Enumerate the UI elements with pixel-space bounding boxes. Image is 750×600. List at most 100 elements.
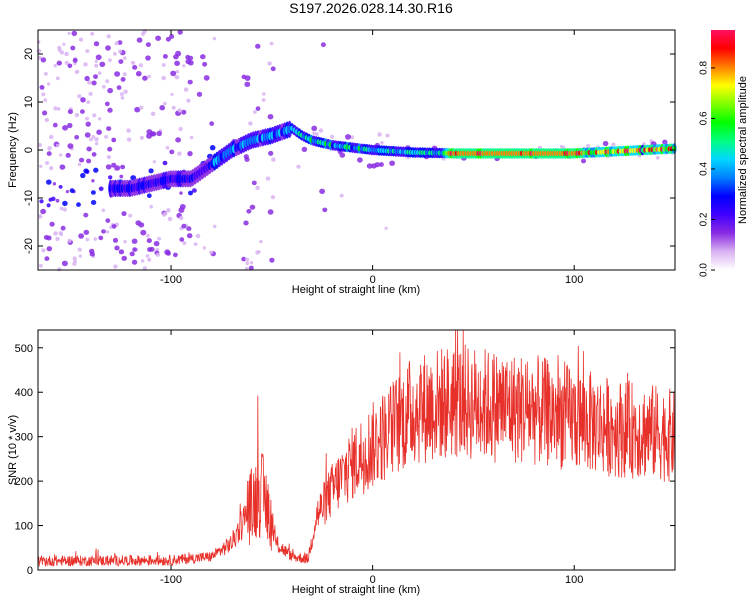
spectrogram-cell [86, 100, 91, 104]
spectrogram-y-tick-label: 10 [23, 96, 35, 108]
spectrogram-cell [155, 252, 160, 257]
spectrogram-cell [301, 146, 308, 152]
spectrogram-cell [62, 125, 69, 131]
spectrogram-cell [90, 190, 96, 195]
spectrogram-cell [161, 63, 166, 67]
spectrogram-cell [119, 92, 124, 96]
spectrogram-cell [177, 29, 183, 35]
spectrogram-cell [83, 62, 88, 67]
spectrogram-cell [83, 168, 89, 174]
spectrogram-cell [380, 141, 384, 145]
snr-series-line [37, 329, 676, 568]
spectrogram-cell [53, 106, 58, 111]
spectrogram-cell [40, 57, 47, 63]
spectrogram-cell [267, 209, 274, 215]
spectrogram-cell [49, 221, 55, 227]
spectrogram-cell [322, 207, 328, 213]
spectrogram-cell [156, 130, 162, 137]
spectrogram-cell [49, 134, 54, 140]
spectrogram-cell [145, 254, 150, 258]
spectrogram-cell [93, 74, 98, 79]
spectrogram-cell [179, 215, 184, 221]
spectrogram-cell [37, 143, 42, 147]
spectrogram-cell [76, 202, 81, 207]
spectrogram-cell [46, 179, 52, 185]
snr-x-tick-label: 100 [565, 574, 583, 586]
spectrogram-cell [58, 185, 63, 189]
spectrogram-cell [113, 264, 118, 269]
spectrogram-cell [59, 164, 66, 170]
spectrogram-cell [105, 79, 110, 84]
snr-x-ticks: -100 0 100 [160, 330, 583, 586]
spectrogram-x-tick-label: -100 [160, 274, 182, 286]
spectrogram-cell [187, 151, 193, 157]
spectrogram-x-tick-label: 0 [370, 274, 376, 286]
spectrogram-cell [111, 224, 117, 229]
spectrogram-cell [192, 188, 197, 193]
spectrogram-cell [86, 146, 92, 152]
spectrogram-cell [93, 237, 98, 241]
spectrogram-cell [267, 114, 274, 120]
spectrogram-cell [90, 31, 95, 36]
spectrogram-cell [77, 247, 82, 252]
spectrogram-cell [55, 143, 60, 148]
spectrogram-cell [132, 65, 138, 70]
spectrogram-cell [114, 165, 121, 171]
spectrogram-cell [91, 135, 96, 139]
spectrogram-cell [38, 263, 43, 268]
spectrogram-cell [88, 137, 93, 142]
spectrogram-cell [83, 229, 90, 235]
spectrogram-cell [83, 212, 89, 218]
spectrogram-cell [131, 238, 138, 244]
spectrogram-cell [662, 139, 668, 145]
spectrogram-cell [170, 70, 177, 77]
spectrogram-cell [56, 107, 61, 111]
colorbar-ticks: 0.0 0.2 0.4 0.6 0.8 [699, 61, 715, 277]
spectrogram-cell [140, 229, 147, 236]
spectrogram-cell [312, 131, 316, 135]
spectrogram-cell [95, 54, 102, 61]
spectrogram-cell [183, 87, 189, 92]
spectrogram-cell [179, 191, 183, 195]
spectrogram-cell [74, 135, 80, 140]
spectrogram-cell [271, 157, 276, 162]
spectrogram-cell [131, 259, 138, 265]
spectrogram-cell [259, 239, 263, 244]
spectrogram-cell [78, 37, 84, 42]
snr-y-ticks: 0 100 200 300 400 500 [15, 343, 675, 577]
spectrogram-cell [150, 111, 156, 117]
spectrogram-cell [118, 249, 125, 255]
spectrogram-cell [177, 151, 182, 156]
spectrogram-cell [98, 235, 104, 241]
spectrogram-cell [177, 108, 183, 113]
spectrogram-cell [91, 179, 95, 183]
spectrogram-cell [89, 251, 95, 257]
spectrogram-cell [56, 60, 62, 66]
spectrogram-cell [147, 247, 153, 252]
spectrogram-y-tick-label: -10 [23, 190, 35, 206]
spectrogram-cell [202, 61, 208, 67]
spectrogram-cell [345, 134, 351, 140]
spectrogram-cell [77, 162, 82, 167]
spectrogram-cell [80, 172, 86, 179]
spectrogram-cell [114, 245, 120, 251]
spectrogram-cell [377, 132, 382, 137]
spectrogram-cell [135, 71, 142, 77]
spectrogram-cell [255, 43, 261, 49]
spectrogram-cell [165, 145, 170, 150]
colorbar-label: Normalized spectral amplitude [737, 76, 749, 224]
spectrogram-cell [255, 185, 260, 190]
spectrogram-cell [132, 247, 138, 252]
spectrogram-cell [186, 226, 192, 232]
spectrogram-cell [93, 41, 100, 47]
colorbar-tick-label: 0.4 [699, 162, 710, 176]
spectrogram-cell [105, 164, 112, 170]
spectrogram-cell [75, 69, 80, 74]
colorbar-tick-label: 0.0 [699, 263, 710, 277]
spectrogram-cell [243, 220, 249, 226]
spectrogram-y-tick-label: -20 [23, 238, 35, 254]
spectrogram-cell [581, 158, 586, 164]
spectrogram-cell [166, 208, 171, 213]
spectrogram-cell [41, 92, 46, 97]
spectrogram-cell [55, 198, 60, 203]
